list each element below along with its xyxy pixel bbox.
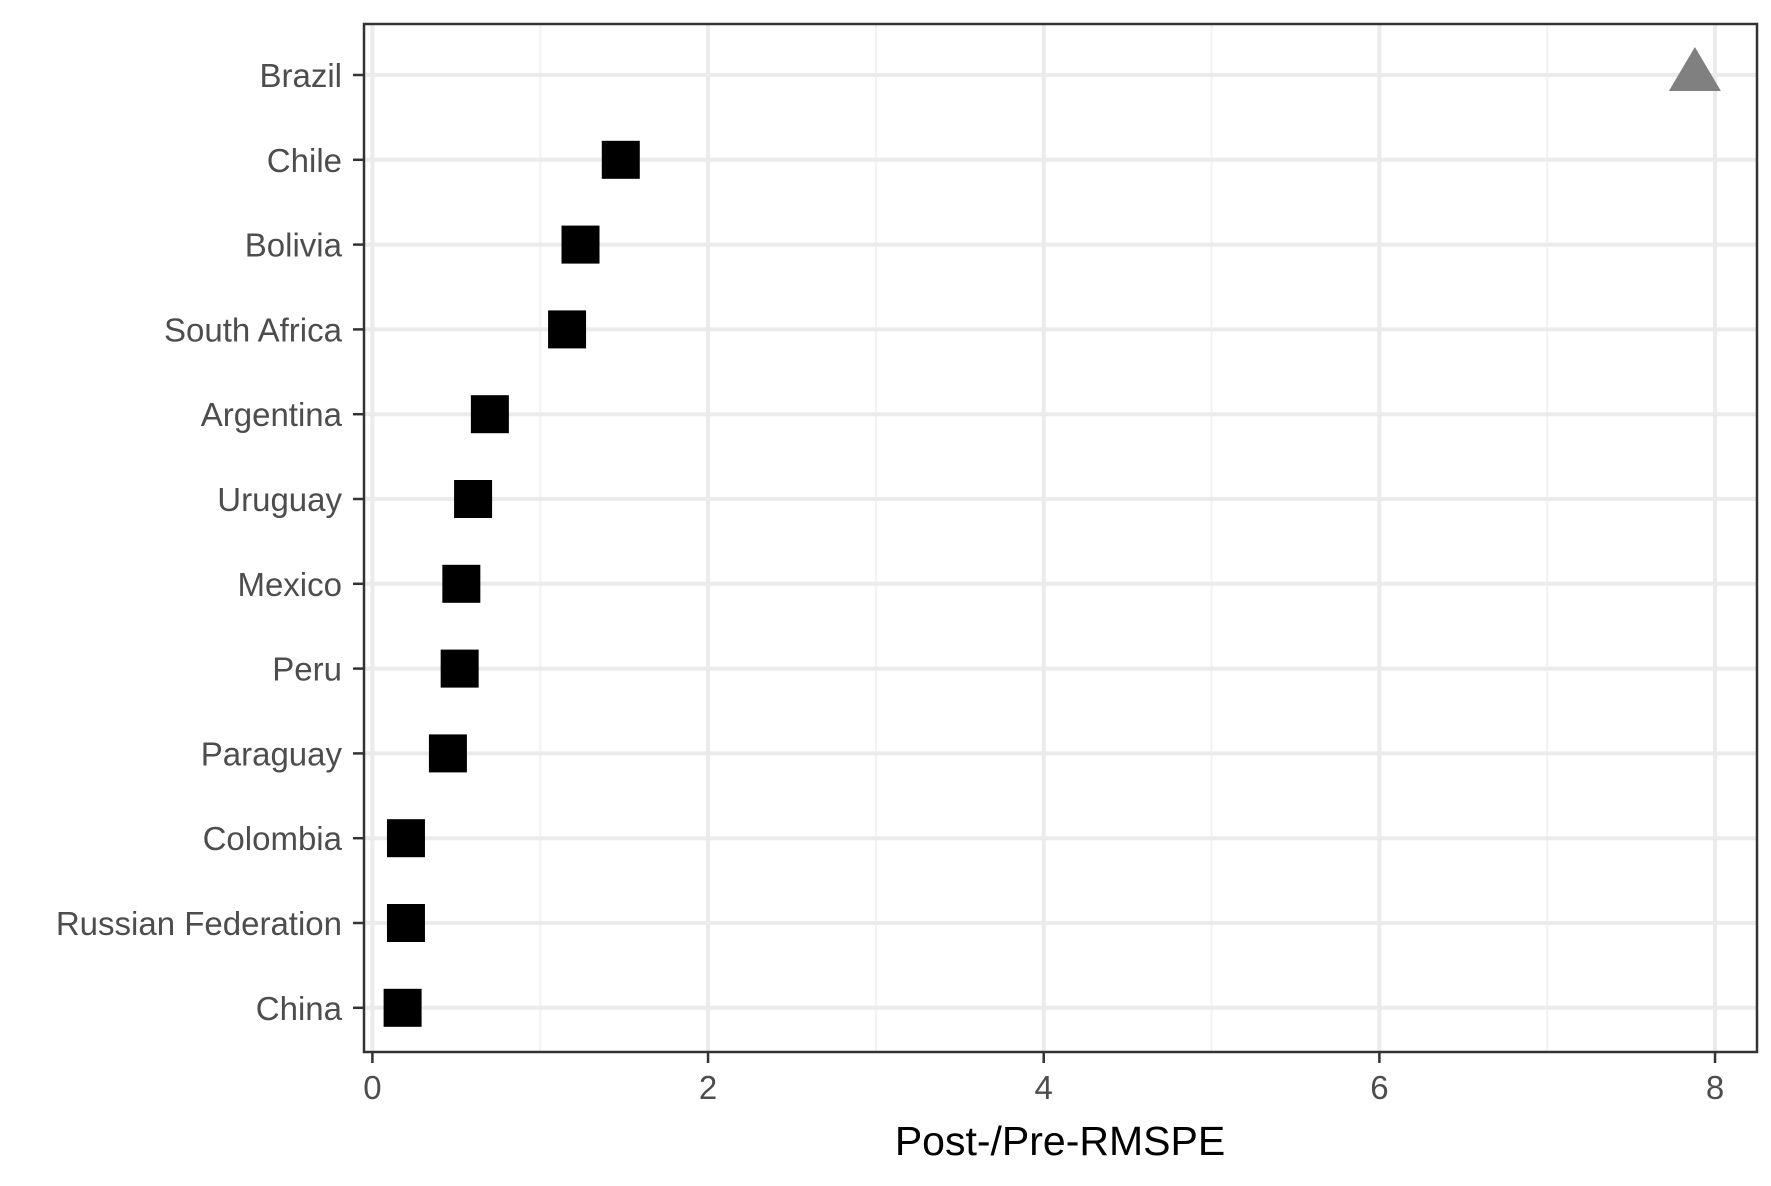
point-south-africa xyxy=(548,310,587,349)
x-tick-label-1: 2 xyxy=(699,1069,717,1106)
y-tick-label-paraguay: Paraguay xyxy=(201,735,343,772)
x-tick-label-3: 6 xyxy=(1370,1069,1388,1106)
y-tick-label-bolivia: Bolivia xyxy=(245,227,343,264)
point-brazil xyxy=(1668,47,1721,91)
point-argentina xyxy=(470,395,509,434)
x-axis-title: Post-/Pre-RMSPE xyxy=(895,1118,1225,1164)
y-tick-label-chile: Chile xyxy=(267,142,342,179)
point-chile xyxy=(601,140,640,179)
axis-layer: Brazil Chile Bolivia South Africa Argentina U… xyxy=(56,57,1724,1106)
y-tick-label-peru: Peru xyxy=(272,651,342,688)
point-bolivia xyxy=(561,225,600,264)
panel-border xyxy=(362,22,1759,1054)
y-tick-label-russian-federation: Russian Federation xyxy=(56,905,342,942)
y-tick-label-china: China xyxy=(256,990,343,1027)
panel-background xyxy=(364,24,1757,1052)
point-colombia xyxy=(386,819,425,858)
y-tick-label-mexico: Mexico xyxy=(237,566,342,603)
point-china xyxy=(383,988,422,1027)
x-tick-label-4: 8 xyxy=(1706,1069,1724,1106)
y-tick-label-colombia: Colombia xyxy=(203,820,343,857)
point-mexico xyxy=(442,564,481,603)
marks-layer xyxy=(383,47,1721,1027)
frame-layer xyxy=(362,22,1759,1054)
point-peru xyxy=(440,649,479,688)
grid-layer xyxy=(364,24,1757,1052)
point-russian-federation xyxy=(386,904,425,942)
x-tick-label-2: 4 xyxy=(1035,1069,1053,1106)
y-tick-label-argentina: Argentina xyxy=(201,396,343,433)
x-tick-label-0: 0 xyxy=(363,1069,381,1106)
point-paraguay xyxy=(428,734,467,773)
y-tick-label-uruguay: Uruguay xyxy=(217,481,342,518)
y-tick-label-south-africa: South Africa xyxy=(164,311,343,348)
y-tick-label-brazil: Brazil xyxy=(259,57,342,94)
point-uruguay xyxy=(454,480,493,518)
